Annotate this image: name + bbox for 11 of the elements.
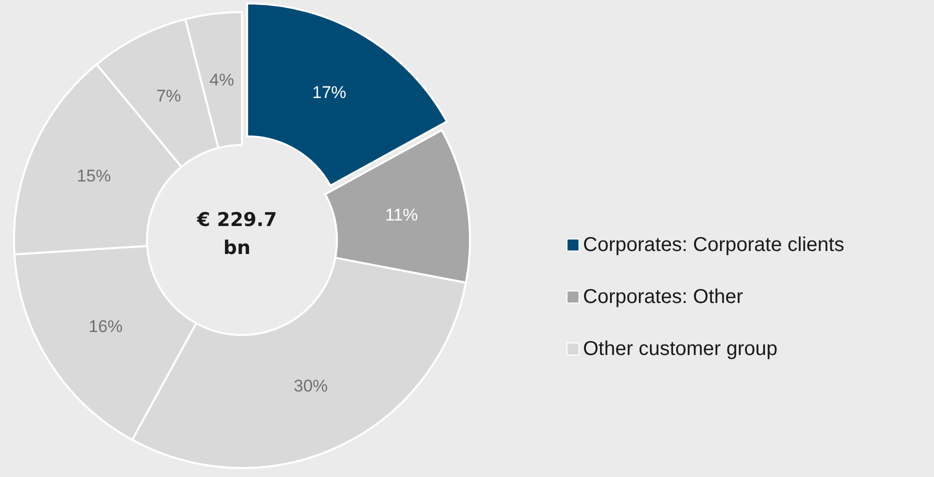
data-label: 30% xyxy=(294,376,328,396)
legend-label: Other customer group xyxy=(583,338,778,360)
legend-label: Corporates: Corporate clients xyxy=(583,234,844,256)
data-label: 16% xyxy=(88,317,123,336)
legend-label: Corporates: Other xyxy=(583,286,744,308)
text: € 229.7 bn xyxy=(196,209,277,259)
data-label: 17% xyxy=(312,82,346,102)
data-label: 7% xyxy=(156,86,181,106)
data-label: 15% xyxy=(76,166,111,186)
data-label: 11% xyxy=(385,205,418,224)
data-label: 4% xyxy=(209,70,234,90)
